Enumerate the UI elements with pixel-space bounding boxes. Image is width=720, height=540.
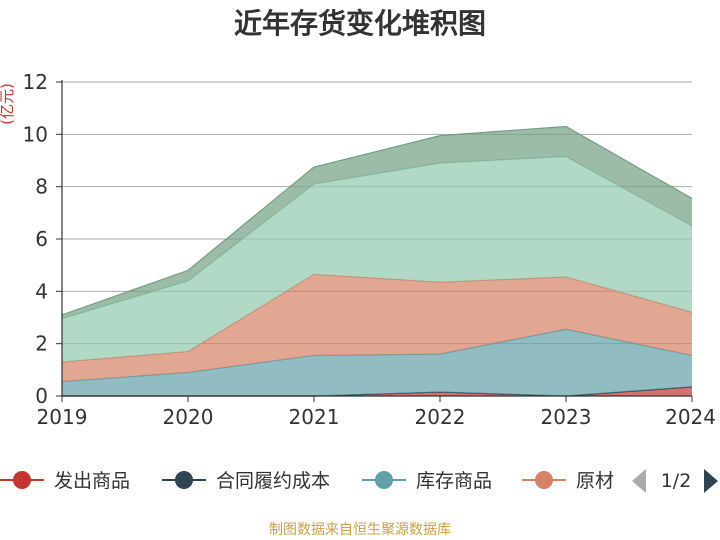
prev-page-icon[interactable] [632, 469, 646, 493]
next-page-icon[interactable] [704, 469, 718, 493]
legend-label: 库存商品 [416, 470, 492, 492]
x-tick-label: 2019 [37, 405, 88, 429]
legend-label: 原材 [576, 470, 614, 492]
y-tick-label: 12 [23, 70, 48, 94]
y-tick-label: 0 [35, 384, 48, 408]
data-source-note: 制图数据来自恒生聚源数据库 [269, 522, 451, 538]
legend-marker-icon [535, 471, 553, 489]
y-axis-unit: (亿元) [0, 83, 16, 125]
x-axis-ticks: 2019 2020 2021 2022 2023 2024 [37, 396, 716, 429]
x-tick-label: 2024 [665, 405, 716, 429]
legend-label: 合同履约成本 [216, 470, 330, 492]
area-原材料[interactable] [62, 274, 692, 382]
legend: 发出商品 合同履约成本 库存商品 原材 1/2 [0, 464, 720, 498]
area-在产品[interactable] [62, 156, 692, 362]
series-line-其他 [61, 125, 693, 316]
legend-page-indicator: 1/2 [661, 470, 692, 492]
series-areas [61, 125, 693, 397]
x-tick-label: 2022 [415, 405, 466, 429]
legend-marker-icon [13, 471, 31, 489]
x-tick-label: 2020 [163, 405, 214, 429]
legend-item-hetong[interactable]: 合同履约成本 [162, 470, 330, 492]
x-tick-label: 2021 [289, 405, 340, 429]
legend-marker-icon [375, 471, 393, 489]
y-tick-label: 4 [35, 279, 48, 303]
legend-item-yuancai[interactable]: 原材 [522, 470, 614, 492]
legend-item-kucun[interactable]: 库存商品 [362, 470, 492, 492]
area-其他[interactable] [62, 126, 692, 319]
y-axis-ticks: 0 2 4 6 8 10 12 [23, 70, 62, 408]
chart-title: 近年存货变化堆积图 [234, 7, 486, 40]
area-库存商品[interactable] [62, 329, 692, 396]
x-tick-label: 2023 [541, 405, 592, 429]
series-line-在产品 [61, 155, 693, 320]
y-tick-label: 8 [35, 175, 48, 199]
y-tick-label: 10 [23, 122, 48, 146]
y-tick-label: 6 [35, 227, 48, 251]
y-tick-label: 2 [35, 332, 48, 356]
legend-item-fachu[interactable]: 发出商品 [0, 470, 130, 492]
legend-marker-icon [175, 471, 193, 489]
legend-label: 发出商品 [54, 470, 130, 492]
